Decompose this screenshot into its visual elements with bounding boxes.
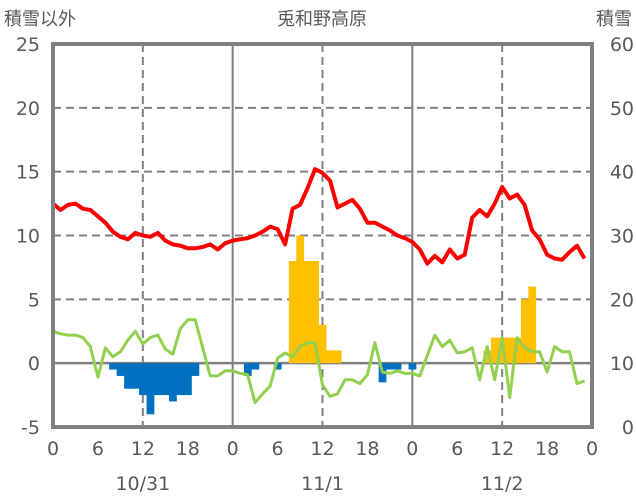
y-left-tick-label: 15 xyxy=(16,162,40,184)
y-left-tick-label: 10 xyxy=(16,226,40,248)
y-right-tick-label: 50 xyxy=(610,98,634,120)
y-right-tick-label: 40 xyxy=(610,162,634,184)
orange-bar xyxy=(288,261,297,364)
y-right-tick-label: 10 xyxy=(610,353,634,375)
y-left-tick-label: 25 xyxy=(16,34,40,56)
blue-bar xyxy=(146,363,155,415)
blue-bar xyxy=(161,363,170,396)
x-tick-label: 6 xyxy=(272,438,284,460)
left-axis-label: 積雪以外 xyxy=(4,9,76,30)
y-left-tick-label: -5 xyxy=(21,417,40,439)
x-tick-label: 6 xyxy=(92,438,104,460)
date-label: 11/2 xyxy=(481,473,524,495)
blue-bar xyxy=(169,363,177,402)
y-left-tick-label: 5 xyxy=(28,289,40,311)
orange-bar xyxy=(303,261,312,364)
blue-bar xyxy=(116,363,125,376)
blue-bar xyxy=(154,363,162,396)
plot-frame xyxy=(51,42,594,429)
x-tick-label: 18 xyxy=(535,438,559,460)
blue-bar xyxy=(386,363,394,370)
y-right-tick-label: 30 xyxy=(610,226,634,248)
orange-bar xyxy=(333,350,342,364)
date-label: 10/31 xyxy=(115,473,170,495)
chart-title: 兎和野高原 xyxy=(277,9,367,30)
x-tick-label: 12 xyxy=(131,438,155,460)
x-tick-label: 18 xyxy=(176,438,200,460)
orange-bar xyxy=(296,235,305,364)
y-left-tick-label: 0 xyxy=(28,353,40,375)
orange-bar xyxy=(505,337,514,364)
blue-bar xyxy=(251,363,260,370)
orange-bar xyxy=(318,324,327,364)
orange-bar xyxy=(483,350,492,364)
green-line xyxy=(52,318,585,405)
x-tick-label: 6 xyxy=(451,438,463,460)
blue-bar xyxy=(109,363,117,370)
x-tick-label: 12 xyxy=(310,438,334,460)
right-axis-label: 積雪 xyxy=(596,9,632,30)
x-tick-label: 18 xyxy=(355,438,379,460)
orange-bar xyxy=(326,350,335,364)
blue-bar xyxy=(191,363,200,376)
blue-bar xyxy=(243,363,252,376)
plot-border xyxy=(51,42,594,429)
x-tick-label: 0 xyxy=(47,438,59,460)
orange-bar xyxy=(513,337,522,364)
orange-bar xyxy=(528,286,537,364)
y-right-tick-label: 0 xyxy=(622,417,634,439)
blue-bar xyxy=(131,363,140,389)
orange-bar xyxy=(490,337,499,364)
y-right-tick-label: 60 xyxy=(610,34,634,56)
bars xyxy=(109,235,537,415)
blue-bar xyxy=(184,363,192,396)
orange-bar xyxy=(311,261,320,364)
x-tick-label: 0 xyxy=(586,438,598,460)
date-label: 11/1 xyxy=(301,473,344,495)
blue-bar xyxy=(393,363,402,370)
blue-bar xyxy=(176,363,185,396)
x-tick-label: 0 xyxy=(227,438,239,460)
lines xyxy=(51,167,587,405)
x-tick-label: 12 xyxy=(490,438,514,460)
red-line xyxy=(51,167,587,266)
orange-bar xyxy=(520,299,529,364)
blue-bar xyxy=(139,363,147,396)
y-left-tick-label: 20 xyxy=(16,98,40,120)
blue-bar xyxy=(124,363,132,389)
blue-bar xyxy=(273,363,282,370)
blue-bar xyxy=(408,363,417,370)
x-tick-label: 0 xyxy=(406,438,418,460)
y-right-tick-label: 20 xyxy=(610,289,634,311)
